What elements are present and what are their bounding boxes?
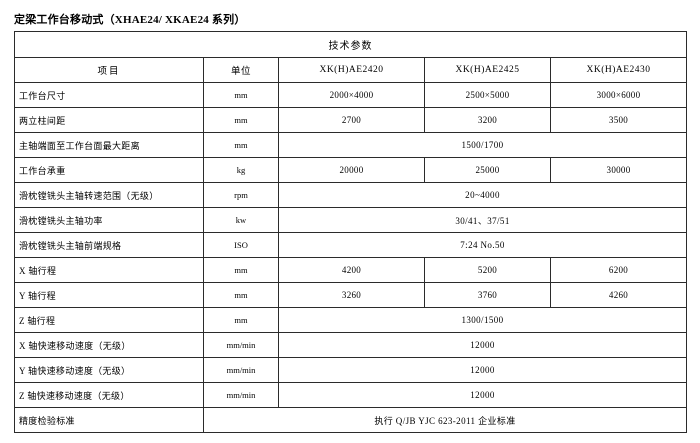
row-value-all-models: 1500/1700 [277, 132, 688, 158]
row-value-model-3: 30000 [549, 157, 688, 183]
table-row: 滑枕镗铣头主轴前端规格 ISO 7:24 No.50 [14, 232, 688, 258]
row-value-model-3: 3500 [549, 107, 688, 133]
row-value-all-models: 7:24 No.50 [277, 232, 688, 258]
table-row: 工作台承重 kg 20000 25000 30000 [14, 157, 688, 183]
row-value-model-1: 2000×4000 [278, 82, 425, 108]
row-label: 滑枕镗铣头主轴前端规格 [14, 232, 204, 258]
footer-label: 精度检验标准 [14, 407, 204, 433]
row-label: 滑枕镗铣头主轴转速范围（无级） [14, 182, 204, 208]
table-row: 两立柱间距 mm 2700 3200 3500 [14, 107, 688, 133]
row-unit: mm [203, 257, 279, 283]
row-label: 工作台尺寸 [14, 82, 204, 108]
row-unit: mm/min [203, 382, 279, 408]
row-value-model-1: 3260 [278, 282, 425, 308]
table-row: X 轴行程 mm 4200 5200 6200 [14, 257, 688, 283]
row-unit: kg [203, 157, 279, 183]
table-row: X 轴快速移动速度（无级） mm/min 12000 [14, 332, 688, 358]
row-value-model-2: 25000 [424, 157, 551, 183]
row-label: Z 轴快速移动速度（无级） [14, 382, 204, 408]
row-label: Y 轴快速移动速度（无级） [14, 357, 204, 383]
header-unit: 单位 [203, 57, 279, 83]
table-row: 滑枕镗铣头主轴转速范围（无级） rpm 20~4000 [14, 182, 688, 208]
footer-standard-value: 执行 Q/JB YJC 623-2011 企业标准 [202, 407, 688, 433]
row-value-model-3: 6200 [549, 257, 688, 283]
row-unit: mm [203, 132, 279, 158]
row-unit: mm/min [203, 357, 279, 383]
row-value-model-2: 2500×5000 [424, 82, 551, 108]
row-unit: kw [203, 207, 279, 233]
row-label: Z 轴行程 [14, 307, 204, 333]
row-label: 两立柱间距 [14, 107, 204, 133]
row-label: X 轴行程 [14, 257, 204, 283]
table-footer-row: 精度检验标准 执行 Q/JB YJC 623-2011 企业标准 [14, 407, 688, 433]
row-unit: mm [203, 107, 279, 133]
row-value-all-models: 12000 [277, 357, 688, 383]
table-row: 滑枕镗铣头主轴功率 kw 30/41、37/51 [14, 207, 688, 233]
row-value-all-models: 20~4000 [277, 182, 688, 208]
row-unit: mm [203, 82, 279, 108]
table-banner-title: 技术参数 [13, 31, 688, 58]
header-item: 项目 [14, 57, 204, 83]
row-value-all-models: 30/41、37/51 [277, 207, 688, 233]
row-label: Y 轴行程 [14, 282, 204, 308]
table-banner-row: 技术参数 [13, 31, 688, 58]
row-unit: rpm [203, 182, 279, 208]
row-value-all-models: 12000 [277, 382, 688, 408]
row-value-model-3: 4260 [549, 282, 688, 308]
row-unit: ISO [203, 232, 279, 258]
page-title: 定梁工作台移动式（XHAE24/ XKAE24 系列） [14, 14, 246, 26]
table-row: 主轴端面至工作台面最大距离 mm 1500/1700 [14, 132, 688, 158]
row-value-model-2: 3200 [424, 107, 551, 133]
table-row: Y 轴快速移动速度（无级） mm/min 12000 [14, 357, 688, 383]
header-model-1: XK(H)AE2420 [278, 57, 425, 83]
row-value-model-1: 4200 [278, 257, 425, 283]
row-label: X 轴快速移动速度（无级） [14, 332, 204, 358]
row-label: 滑枕镗铣头主轴功率 [14, 207, 204, 233]
row-value-all-models: 1300/1500 [277, 307, 688, 333]
row-value-model-1: 20000 [278, 157, 425, 183]
row-label: 工作台承重 [14, 157, 204, 183]
table-header-row: 项目 单位 XK(H)AE2420 XK(H)AE2425 XK(H)AE243… [14, 57, 688, 83]
row-value-all-models: 12000 [277, 332, 688, 358]
row-value-model-2: 5200 [424, 257, 551, 283]
row-value-model-2: 3760 [424, 282, 551, 308]
row-label: 主轴端面至工作台面最大距离 [14, 132, 204, 158]
table-row: Z 轴行程 mm 1300/1500 [14, 307, 688, 333]
row-value-model-1: 2700 [278, 107, 425, 133]
table-row: Z 轴快速移动速度（无级） mm/min 12000 [14, 382, 688, 408]
row-unit: mm/min [203, 332, 279, 358]
header-model-3: XK(H)AE2430 [549, 57, 688, 83]
row-value-model-3: 3000×6000 [549, 82, 688, 108]
row-unit: mm [203, 282, 279, 308]
technical-parameters-table: 技术参数 项目 单位 XK(H)AE2420 XK(H)AE2425 XK(H)… [13, 31, 688, 433]
header-model-2: XK(H)AE2425 [424, 57, 551, 83]
row-unit: mm [203, 307, 279, 333]
table-row: Y 轴行程 mm 3260 3760 4260 [14, 282, 688, 308]
table-row: 工作台尺寸 mm 2000×4000 2500×5000 3000×6000 [14, 82, 688, 108]
